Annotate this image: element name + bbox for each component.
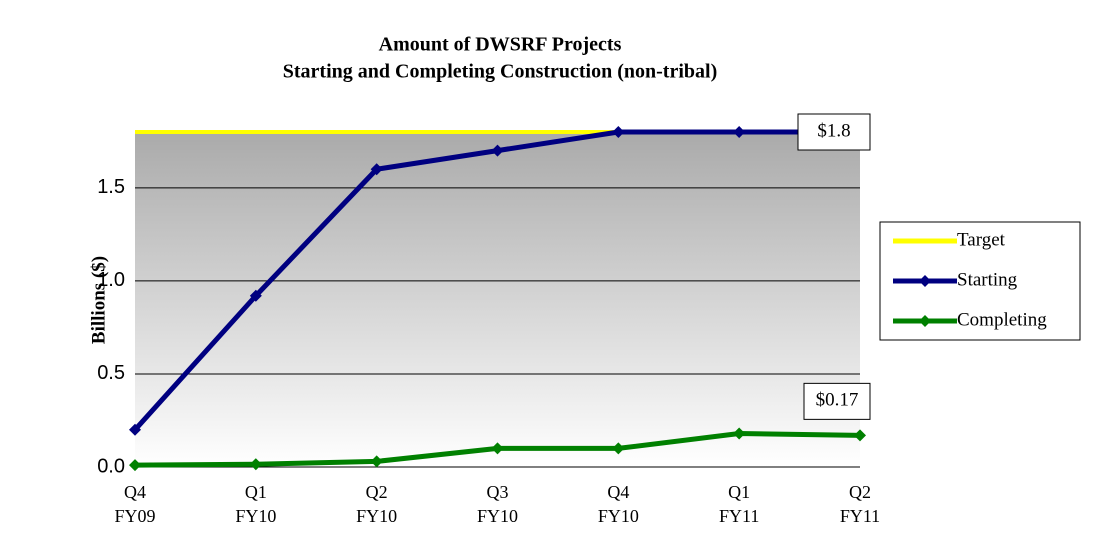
y-tick-label: 1.5 — [97, 176, 125, 198]
marker — [129, 423, 141, 436]
chart-title: Amount of DWSRF Projects — [379, 34, 622, 56]
x-tick-label: Q1 — [728, 482, 750, 502]
x-tick-label: Q4 — [607, 482, 629, 502]
marker — [249, 458, 262, 471]
x-tick-label: FY10 — [235, 506, 276, 526]
x-tick-label: FY09 — [114, 506, 155, 526]
marker — [370, 163, 383, 176]
marker — [491, 442, 504, 455]
data-label-box — [797, 113, 871, 151]
x-tick-label: FY10 — [477, 506, 518, 526]
marker — [733, 126, 746, 138]
data-label-box — [803, 382, 871, 420]
x-tick-label: FY10 — [356, 506, 397, 526]
legend-marker — [919, 315, 931, 327]
marker — [370, 455, 383, 468]
y-tick-label: 0.5 — [97, 362, 125, 384]
y-tick-label: 1.0 — [97, 269, 125, 291]
chart-title: Starting and Completing Construction (no… — [283, 61, 717, 83]
legend-label: Target — [957, 229, 1006, 250]
marker — [249, 289, 262, 302]
x-tick-label: Q2 — [366, 482, 388, 502]
x-tick-label: FY11 — [840, 506, 880, 526]
legend-label: Starting — [957, 269, 1018, 290]
marker — [612, 126, 625, 138]
y-axis-label: Billions ($) — [88, 256, 109, 344]
data-label: $0.17 — [816, 390, 859, 411]
marker — [491, 144, 504, 157]
legend-marker — [919, 275, 931, 287]
marker — [733, 427, 746, 440]
x-tick-label: Q2 — [849, 482, 871, 502]
data-label: $1.8 — [817, 120, 850, 141]
marker — [612, 442, 625, 455]
legend-label: Completing — [957, 309, 1047, 330]
x-tick-label: Q3 — [487, 482, 509, 502]
x-tick-label: Q4 — [124, 482, 146, 502]
marker — [129, 459, 141, 472]
x-tick-label: FY10 — [598, 506, 639, 526]
x-tick-label: FY11 — [719, 506, 759, 526]
x-tick-label: Q1 — [245, 482, 267, 502]
marker — [854, 429, 866, 442]
y-tick-label: 0.0 — [97, 455, 125, 477]
plot-area — [135, 132, 860, 467]
